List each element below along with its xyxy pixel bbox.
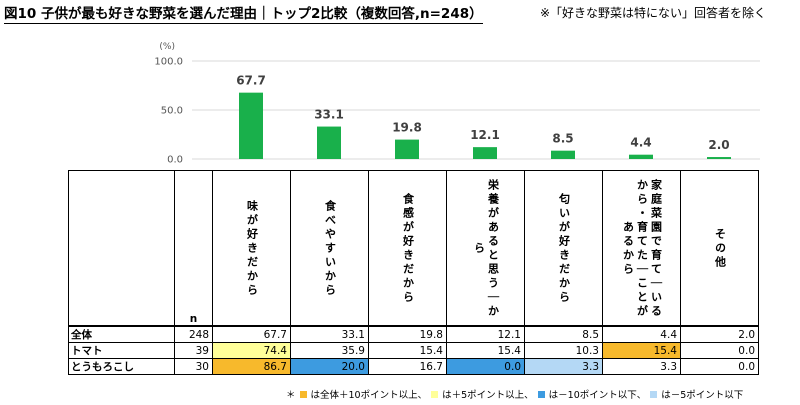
table-cell: 86.7: [212, 358, 291, 375]
legend-item: は－5ポイント以下: [661, 390, 744, 401]
table-cell: 15.4: [602, 342, 681, 359]
bar-value-label: 4.4: [630, 136, 651, 150]
bar-value-label: 2.0: [708, 138, 729, 152]
column-header-label: 栄養があると思う｜から: [472, 179, 500, 319]
legend-item: は＋5ポイント以上、: [442, 390, 534, 401]
bar: [395, 139, 419, 159]
y-unit-label: (%): [159, 42, 175, 52]
legend-prefix: ＊: [286, 390, 296, 401]
bar-value-label: 8.5: [552, 132, 573, 146]
table-cell: 4.4: [602, 325, 681, 343]
bar: [551, 150, 575, 159]
table-cell: 74.4: [212, 342, 291, 359]
column-header-label: 味が好きだから: [245, 200, 259, 298]
swatch-minus5: [650, 390, 658, 398]
swatch-minus10: [537, 390, 545, 398]
page-title: 図10 子供が最も好きな野菜を選んだ理由｜トップ2比較（複数回答,n=248）: [4, 2, 483, 24]
column-header-label: 食べやすいから: [323, 200, 337, 298]
data-table: n 味が好きだから 食べやすいから 食感が好きだから 栄養があると思う｜から 匂いが好き…: [68, 170, 759, 375]
bar: [317, 126, 341, 159]
legend-item: は全体＋10ポイント以上、: [310, 390, 428, 401]
table-cell: 0.0: [680, 358, 759, 375]
bar: [473, 147, 497, 159]
table-row: トマト 39 74.4 35.9 15.4 15.4 10.3 15.4 0.0: [68, 342, 759, 359]
bar-value-label: 67.7: [236, 74, 266, 88]
table-cell: 0.0: [680, 342, 759, 359]
table-cell: 2.0: [680, 325, 759, 343]
bar: [239, 92, 263, 159]
table-cell: 3.3: [602, 358, 681, 375]
table-cell: 67.7: [212, 325, 291, 343]
bar: [707, 157, 731, 159]
column-header: 食感が好きだから: [368, 170, 447, 327]
table-cell: 15.4: [446, 342, 525, 359]
exclusion-note: ※「好きな野菜は特にない」回答者を除く: [540, 6, 767, 20]
y-tick-label: 50.0: [161, 106, 183, 117]
table-cell: 15.4: [368, 342, 447, 359]
table-cell: 20.0: [290, 358, 369, 375]
table-corner: [68, 170, 175, 327]
table-cell: 3.3: [524, 358, 603, 375]
table-row: とうもろこし 30 86.7 20.0 16.7 0.0 3.3 3.3 0.0: [68, 358, 759, 375]
column-header: その他: [680, 170, 759, 327]
row-label: 全体: [68, 325, 175, 343]
y-tick-label: 100.0: [154, 57, 183, 68]
column-header: 匂いが好きだから: [524, 170, 603, 327]
column-header: 食べやすいから: [290, 170, 369, 327]
bar-chart: (%) 100.0 50.0 0.0 67.7 33.1 19.8 12.1 8.5 4.4 2.0: [154, 42, 760, 166]
table-cell: 33.1: [290, 325, 369, 343]
column-header: 栄養があると思う｜から: [446, 170, 525, 327]
table-header-row: n 味が好きだから 食べやすいから 食感が好きだから 栄養があると思う｜から 匂いが好き…: [68, 170, 759, 327]
row-label: とうもろこし: [68, 358, 175, 375]
row-n: 39: [174, 342, 213, 359]
bar: [629, 154, 653, 159]
column-header-label: その他: [713, 228, 727, 270]
legend-item: は－10ポイント以下、: [548, 390, 647, 401]
table-cell: 8.5: [524, 325, 603, 343]
table-cell: 12.1: [446, 325, 525, 343]
column-header-label: 食感が好きだから: [401, 193, 415, 305]
column-header: 味が好きだから: [212, 170, 291, 327]
row-label: トマト: [68, 342, 175, 359]
table-cell: 19.8: [368, 325, 447, 343]
table-cell: 0.0: [446, 358, 525, 375]
swatch-plus5: [431, 390, 439, 398]
row-n: 248: [174, 325, 213, 343]
bar-value-label: 19.8: [392, 121, 422, 135]
table-cell: 10.3: [524, 342, 603, 359]
column-header: 家庭菜園で育て｜いるから・育てた｜ことがあるから: [602, 170, 681, 327]
table-row: 全体 248 67.7 33.1 19.8 12.1 8.5 4.4 2.0: [68, 325, 759, 343]
column-header-label: 匂いが好きだから: [557, 193, 571, 305]
bar-value-label: 33.1: [314, 108, 344, 122]
n-header: n: [174, 170, 213, 327]
bar-value-label: 12.1: [470, 128, 500, 142]
table-cell: 35.9: [290, 342, 369, 359]
y-tick-label: 0.0: [167, 155, 183, 166]
legend: ＊ は全体＋10ポイント以上、 は＋5ポイント以上、 は－10ポイント以下、 は…: [286, 387, 743, 401]
table-cell: 16.7: [368, 358, 447, 375]
swatch-plus10: [299, 390, 307, 398]
row-n: 30: [174, 358, 213, 375]
column-header-label: 家庭菜園で育て｜いるから・育てた｜ことがあるから: [621, 179, 663, 319]
